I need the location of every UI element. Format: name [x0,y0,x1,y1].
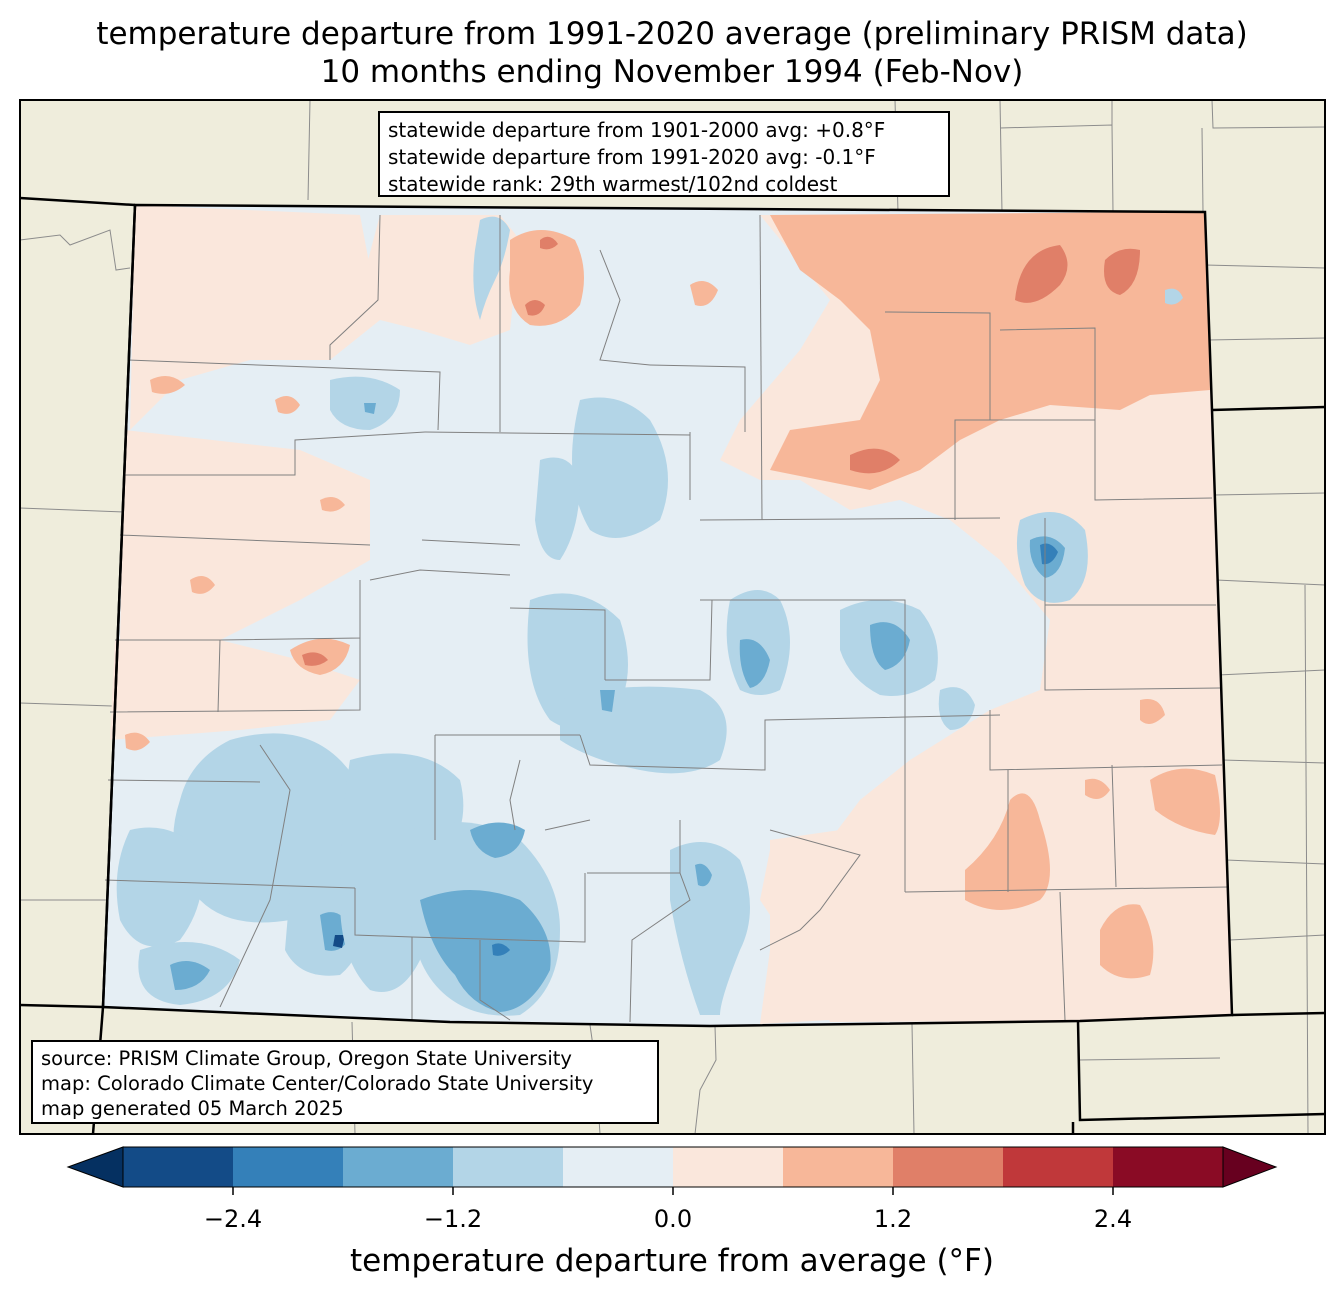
colorbar-bin-3 [343,1147,453,1187]
warm-anomaly-regions [110,205,1232,1024]
cool-anomaly-regions [116,216,1183,1016]
source-box: source: PRISM Climate Group, Oregon Stat… [31,1040,659,1124]
map-title-line1: temperature departure from 1991-2020 ave… [96,16,1248,52]
colorado-state-outline [101,203,1234,1028]
map-credit-line: map: Colorado Climate Center/Colorado St… [41,1072,594,1095]
map-frame-border [19,99,1326,1135]
state-borders [19,196,1326,1135]
colorbar [66,1146,1278,1195]
statewide-stats-box: statewide departure from 1901-2000 avg: … [378,111,950,197]
colorbar-bin-4 [453,1147,563,1187]
source-line: source: PRISM Climate Group, Oregon Stat… [41,1047,572,1070]
county-boundaries [104,214,1229,1023]
colorbar-bin-10 [1113,1147,1223,1187]
colorbar-bin-9 [1003,1147,1113,1187]
colorbar-bin-6 [673,1147,783,1187]
stats-line-rank: statewide rank: 29th warmest/102nd colde… [388,172,838,196]
colorbar-tick-label: 2.4 [1093,1205,1133,1233]
colorbar-bin-5 [563,1147,673,1187]
stats-line-1991-2020: statewide departure from 1991-2020 avg: … [388,145,876,169]
colorbar-bin-1 [123,1147,233,1187]
colorbar-tick-label: −1.2 [423,1205,483,1233]
colorbar-tick-label: 0.0 [653,1205,693,1233]
colorbar-label: temperature departure from average (°F) [350,1243,994,1279]
colorbar-tick-label: −2.4 [203,1205,263,1233]
colorbar-tick-label: 1.2 [873,1205,913,1233]
colorbar-bin-2 [233,1147,343,1187]
generated-date-line: map generated 05 March 2025 [41,1097,344,1120]
stats-line-1901-2000: statewide departure from 1901-2000 avg: … [388,118,886,142]
colorbar-min-extend [66,1146,124,1188]
colorbar-max-extend [1222,1146,1278,1188]
colorbar-bin-7 [783,1147,893,1187]
map-title-line2: 10 months ending November 1994 (Feb-Nov) [320,54,1024,90]
colorbar-bin-8 [893,1147,1003,1187]
